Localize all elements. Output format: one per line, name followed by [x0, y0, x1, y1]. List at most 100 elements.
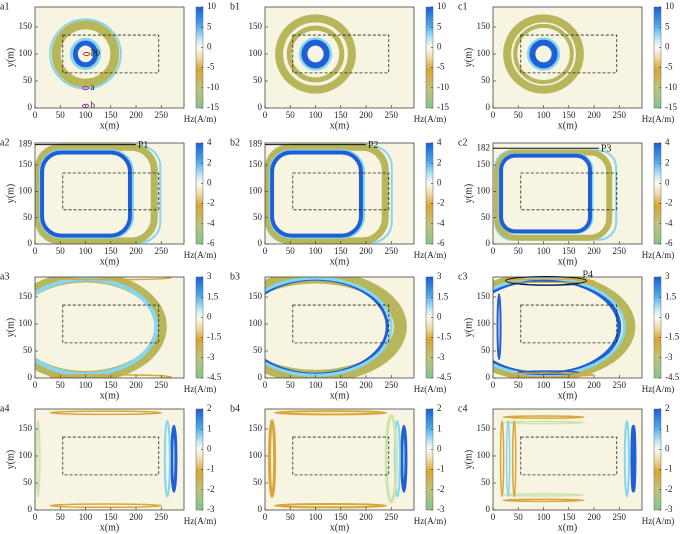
y-tick-label: 100 — [249, 48, 263, 58]
colorbar-tick-label: 1 — [207, 423, 212, 433]
x-tick-label: 100 — [79, 110, 93, 120]
panel-label: c4 — [458, 403, 467, 414]
x-tick-label: 100 — [79, 246, 93, 256]
plot-frame — [34, 142, 185, 245]
field-band — [502, 415, 585, 419]
field-band — [270, 150, 363, 238]
field-band — [298, 37, 333, 71]
x-tick-label: 200 — [129, 110, 143, 120]
colorbar-tick-label: -2 — [437, 484, 445, 494]
panel: 0 50 100 150 200 250050100150x(m)y(m)a3-4.5-3… — [0, 271, 222, 401]
annotation: P0 — [91, 48, 101, 58]
x-tick-label: 0 — [263, 380, 268, 390]
field-band — [400, 424, 408, 493]
y-tick-label: 189 — [19, 139, 33, 149]
x-tick-label: 50 — [286, 380, 296, 390]
y-tick-label: 100 — [19, 318, 33, 328]
colorbar-tick-label: 3 — [437, 271, 442, 281]
colorbar — [425, 276, 434, 379]
panel: 0 50 100 150 200 250 0 50 100 150 189 x(m) b2 -6 -4 -2 0… — [230, 137, 446, 267]
annotation: b — [91, 100, 96, 110]
x-tick-label: 100 — [537, 512, 551, 522]
colorbar-tick-label: 0 — [207, 177, 212, 187]
x-tick-label: 0 — [33, 380, 38, 390]
survey-area — [62, 304, 160, 344]
x-tick-label: 200 — [587, 512, 601, 522]
colorbar-tick-label: 0 — [665, 443, 670, 453]
colorbar-label: Hz(A/m) — [184, 114, 217, 124]
x-tick-label: 200 — [359, 512, 373, 522]
field-band — [274, 410, 388, 416]
colorbar — [195, 276, 204, 379]
y-tick-label: 150 — [19, 291, 33, 301]
y-tick-label: 150 — [249, 21, 263, 31]
x-tick-label: 100 — [309, 110, 323, 120]
field-band — [286, 25, 345, 83]
field-band — [494, 149, 613, 241]
y-tick-label: 0 — [486, 238, 491, 248]
colorbar-tick-label: -1 — [437, 464, 445, 474]
colorbar — [653, 408, 662, 511]
y-tick-label: 0 — [258, 102, 263, 112]
panel: 0 50 100 150 200 250050100150x(m)b1-15-10-505… — [230, 1, 449, 131]
colorbar-tick-label: -4 — [665, 218, 673, 228]
x-tick-label: 250 — [155, 512, 169, 522]
x-tick-label: 0 — [263, 246, 268, 256]
field-band — [526, 37, 561, 71]
field-band — [511, 420, 517, 498]
x-tick-label: 0 — [491, 110, 496, 120]
x-tick-label: 100 — [309, 512, 323, 522]
x-axis-label: x(m) — [330, 522, 349, 533]
x-axis-label: x(m) — [100, 256, 119, 267]
colorbar — [195, 408, 204, 511]
plot-frame — [492, 142, 643, 245]
colorbar — [425, 6, 434, 109]
colorbar-tick-label: 2 — [207, 157, 212, 167]
colorbar-tick-label: -1.5 — [437, 332, 452, 342]
colorbar-tick-label: -15 — [207, 102, 219, 112]
panel-label: a1 — [0, 1, 9, 12]
x-tick-label: 0 — [491, 512, 496, 522]
x-tick-label: 250 — [385, 512, 399, 522]
x-tick-label: 0 — [263, 512, 268, 522]
x-tick-label: 100 — [537, 380, 551, 390]
colorbar-label: Hz(A/m) — [414, 384, 447, 394]
colorbar-tick-label: 5 — [665, 21, 670, 31]
x-tick-label: 150 — [104, 110, 118, 120]
x-tick-label: 200 — [129, 512, 143, 522]
y-tick-label: 0 — [28, 504, 33, 514]
colorbar-tick-label: 5 — [437, 21, 442, 31]
panel: 0 50 100 150 200 250050100150x(m)b4-3-2-1012H… — [230, 403, 446, 533]
y-tick-label: 50 — [253, 212, 263, 222]
x-axis-label: x(m) — [330, 120, 349, 131]
annotation: P1 — [138, 140, 149, 151]
colorbar-tick-label: 2 — [665, 157, 670, 167]
x-tick-label: 100 — [309, 246, 323, 256]
field-band — [502, 493, 585, 497]
panel: 0 50 100 150 200 250050100150x(m)y(m)a4-3-2-1… — [0, 403, 216, 533]
field-pattern — [499, 415, 637, 503]
panel: 0 50 100 150 200 250 0 50 100 150 182 x(m) y(m) c2 -6 -… — [458, 137, 674, 267]
x-tick-label: 50 — [514, 512, 524, 522]
y-tick-label: 150 — [477, 423, 491, 433]
x-tick-label: 250 — [613, 512, 627, 522]
colorbar-tick-label: -6 — [207, 238, 215, 248]
colorbar-tick-label: 0 — [665, 177, 670, 187]
x-tick-label: 50 — [286, 110, 296, 120]
panel: 0 50 100 150 200 250050100150x(m)y(m)c3-4.5-3… — [458, 270, 680, 402]
x-tick-label: 250 — [155, 246, 169, 256]
x-tick-label: 200 — [129, 246, 143, 256]
colorbar — [425, 142, 434, 245]
colorbar-tick-label: 1.5 — [437, 291, 449, 301]
plot-frame — [264, 6, 415, 109]
y-tick-label: 50 — [481, 477, 491, 487]
y-axis-label: y(m) — [5, 450, 16, 469]
colorbar-tick-label: -6 — [665, 238, 673, 248]
field-band — [502, 278, 595, 284]
x-tick-label: 250 — [613, 110, 627, 120]
x-axis-label: x(m) — [558, 390, 577, 401]
colorbar-tick-label: 0 — [437, 311, 442, 321]
y-tick-label: 150 — [249, 423, 263, 433]
survey-area — [292, 304, 390, 344]
y-tick-label: 100 — [19, 450, 33, 460]
